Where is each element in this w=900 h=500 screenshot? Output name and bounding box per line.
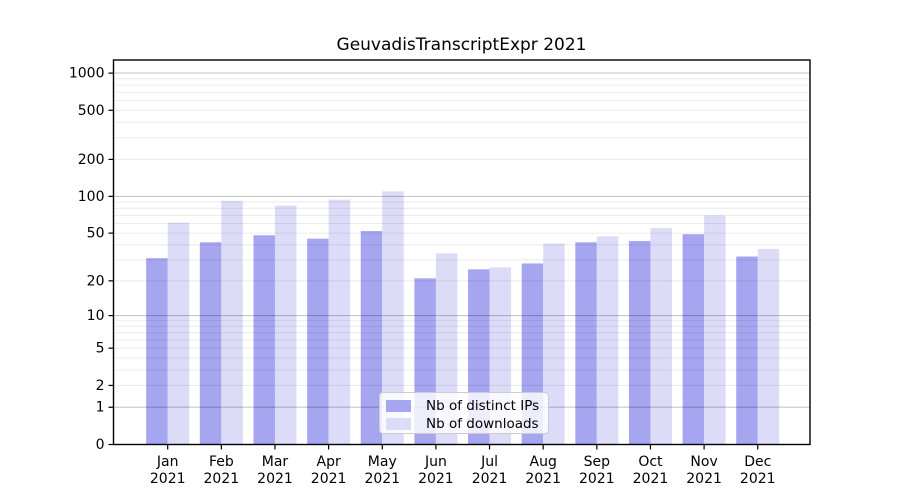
bar-downloads-dec: [757, 248, 780, 445]
y-tick-label: 5: [96, 341, 105, 357]
bar-downloads-may: [382, 191, 404, 445]
x-tick-label-month: Nov: [690, 454, 717, 470]
x-tick-label-year: 2021: [364, 471, 400, 487]
y-tick-label: 2: [96, 378, 105, 394]
x-tick-label-month: Sep: [584, 454, 611, 470]
x-tick-label-month: May: [368, 454, 397, 470]
legend: Nb of distinct IPs Nb of downloads: [379, 392, 549, 434]
y-tick-label: 50: [87, 226, 105, 242]
y-tick-label: 1000: [69, 66, 105, 82]
x-tick-label-year: 2021: [686, 471, 722, 487]
bar-distinct-ips-apr: [307, 238, 329, 445]
bar-downloads-nov: [704, 215, 726, 445]
bar-distinct-ips-sep: [575, 242, 597, 445]
legend-label-distinct-ips: Nb of distinct IPs: [426, 398, 540, 414]
bar-downloads-mar: [274, 205, 297, 445]
legend-swatch-downloads-icon: [386, 418, 411, 430]
y-tick-label: 20: [87, 273, 105, 289]
y-tick-label: 100: [78, 189, 105, 205]
bar-distinct-ips-feb: [199, 242, 222, 445]
legend-item-downloads: Nb of downloads: [386, 416, 548, 432]
chart-title: GeuvadisTranscriptExpr 2021: [336, 35, 587, 55]
x-tick-label-month: Jul: [480, 454, 498, 470]
y-tick-label: 0: [96, 437, 105, 453]
bar-distinct-ips-may: [360, 231, 383, 445]
y-tick-label: 10: [87, 308, 105, 324]
x-tick-label-year: 2021: [150, 471, 186, 487]
legend-item-distinct-ips: Nb of distinct IPs: [386, 398, 548, 414]
bar-downloads-sep: [596, 236, 619, 445]
x-tick-label-month: Aug: [530, 454, 557, 470]
x-tick-label-year: 2021: [257, 471, 293, 487]
legend-label-downloads: Nb of downloads: [426, 416, 539, 432]
x-tick-label-month: Feb: [209, 454, 234, 470]
bar-distinct-ips-dec: [736, 256, 758, 445]
y-tick-label: 1: [96, 400, 105, 416]
legend-swatch-distinct-ips-icon: [386, 400, 411, 412]
bar-downloads-jan: [167, 222, 190, 445]
x-tick-label-month: Jan: [156, 454, 179, 470]
x-tick-label-month: Dec: [744, 454, 771, 470]
x-tick-label-year: 2021: [418, 471, 454, 487]
bar-downloads-feb: [221, 200, 243, 445]
x-tick-label-year: 2021: [204, 471, 240, 487]
y-tick-label: 200: [78, 152, 105, 168]
bar-distinct-ips-oct: [628, 241, 651, 445]
bar-distinct-ips-jan: [146, 258, 168, 445]
x-tick-label-year: 2021: [579, 471, 615, 487]
bar-distinct-ips-nov: [682, 234, 705, 445]
x-tick-label-year: 2021: [525, 471, 561, 487]
x-tick-label-year: 2021: [633, 471, 669, 487]
bar-downloads-oct: [650, 228, 672, 445]
x-tick-label-month: Mar: [262, 454, 289, 470]
bar-downloads-apr: [328, 199, 351, 445]
bar-distinct-ips-mar: [253, 235, 275, 445]
x-tick-label-year: 2021: [472, 471, 508, 487]
y-tick-label: 500: [78, 103, 105, 119]
x-tick-label-month: Jun: [424, 454, 447, 470]
x-tick-label-month: Oct: [638, 454, 663, 470]
x-tick-label-month: Apr: [317, 454, 341, 470]
plot-border: [112, 59, 811, 446]
x-tick-label-year: 2021: [740, 471, 776, 487]
x-tick-label-year: 2021: [311, 471, 347, 487]
